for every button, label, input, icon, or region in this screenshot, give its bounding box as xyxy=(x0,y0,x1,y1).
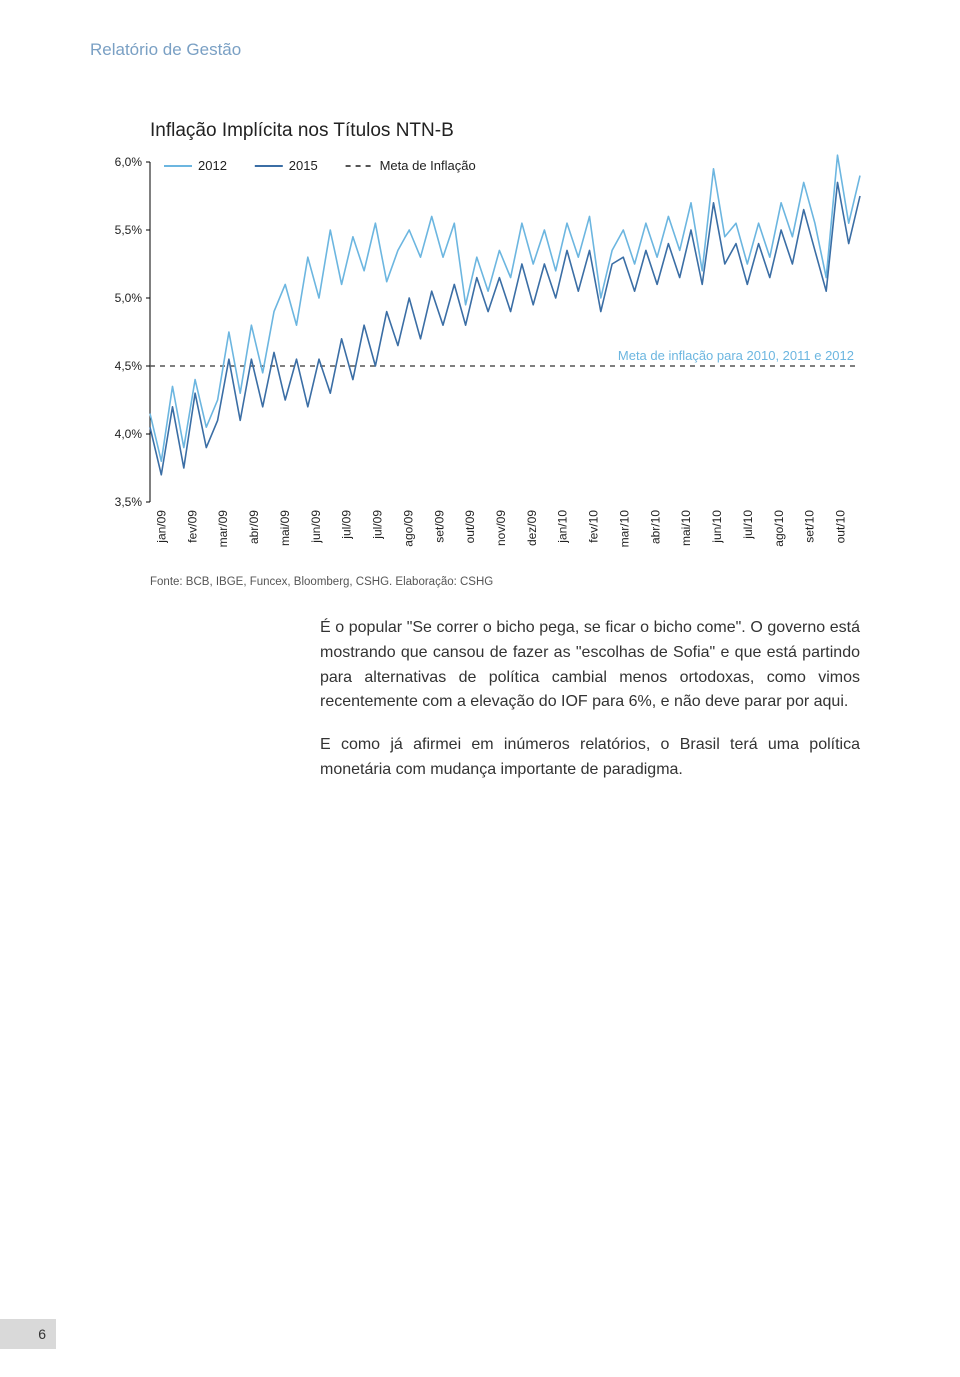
svg-text:jan/10: jan/10 xyxy=(556,510,570,544)
chart-section: Inflação Implícita nos Títulos NTN-B 3,5… xyxy=(90,120,870,588)
svg-text:2015: 2015 xyxy=(289,158,318,173)
svg-text:fev/10: fev/10 xyxy=(587,510,601,543)
svg-text:nov/09: nov/09 xyxy=(494,510,508,546)
body-text: É o popular "Se correr o bicho pega, se … xyxy=(320,616,860,783)
svg-text:mar/10: mar/10 xyxy=(617,510,631,548)
svg-text:jul/09: jul/09 xyxy=(371,510,385,540)
svg-text:4,5%: 4,5% xyxy=(115,359,143,373)
svg-text:Meta de Inflação: Meta de Inflação xyxy=(380,158,476,173)
svg-text:out/10: out/10 xyxy=(834,510,848,544)
svg-text:dez/09: dez/09 xyxy=(525,510,539,546)
svg-text:5,0%: 5,0% xyxy=(115,291,143,305)
svg-text:Meta de inflação para 2010, 20: Meta de inflação para 2010, 2011 e 2012 xyxy=(618,348,854,363)
svg-text:out/09: out/09 xyxy=(463,510,477,544)
svg-text:mar/09: mar/09 xyxy=(216,510,230,548)
svg-text:abr/10: abr/10 xyxy=(648,510,662,544)
svg-text:3,5%: 3,5% xyxy=(115,495,143,509)
chart-source: Fonte: BCB, IBGE, Funcex, Bloomberg, CSH… xyxy=(150,576,870,588)
svg-text:ago/10: ago/10 xyxy=(772,510,786,547)
svg-text:4,0%: 4,0% xyxy=(115,427,143,441)
svg-text:5,5%: 5,5% xyxy=(115,223,143,237)
svg-text:2012: 2012 xyxy=(198,158,227,173)
svg-text:fev/09: fev/09 xyxy=(185,510,199,543)
svg-text:jan/09: jan/09 xyxy=(154,510,168,544)
section-header: Relatório de Gestão xyxy=(90,40,870,60)
paragraph-2: E como já afirmei em inúmeros relatórios… xyxy=(320,733,860,783)
svg-text:mai/10: mai/10 xyxy=(679,510,693,546)
paragraph-1: É o popular "Se correr o bicho pega, se … xyxy=(320,616,860,715)
page-number-box: 6 xyxy=(0,1319,56,1349)
line-chart: 3,5% 4,0% 4,5% 5,0% 5,5% 6,0% jan/09 fev/09 mar/… xyxy=(90,152,870,572)
svg-text:abr/09: abr/09 xyxy=(247,510,261,544)
svg-text:mai/09: mai/09 xyxy=(278,510,292,546)
svg-text:ago/09: ago/09 xyxy=(401,510,415,547)
svg-text:jun/09: jun/09 xyxy=(309,510,323,544)
svg-text:jul/10: jul/10 xyxy=(741,510,755,540)
page-number: 6 xyxy=(38,1326,46,1342)
svg-text:set/09: set/09 xyxy=(432,510,446,543)
chart-svg: 3,5% 4,0% 4,5% 5,0% 5,5% 6,0% jan/09 fev/09 mar/… xyxy=(90,152,870,572)
svg-text:6,0%: 6,0% xyxy=(115,155,143,169)
svg-text:set/10: set/10 xyxy=(803,510,817,543)
chart-title: Inflação Implícita nos Títulos NTN-B xyxy=(150,120,870,142)
page-container: Relatório de Gestão Inflação Implícita n… xyxy=(0,0,960,1377)
svg-text:jul/09: jul/09 xyxy=(340,510,354,540)
svg-text:jun/10: jun/10 xyxy=(710,510,724,544)
